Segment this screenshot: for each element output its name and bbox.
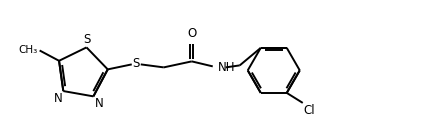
Text: NH: NH [218,61,235,74]
Text: Cl: Cl [304,104,315,117]
Text: N: N [54,92,62,105]
Text: O: O [187,27,196,40]
Text: S: S [83,33,90,46]
Text: CH₃: CH₃ [18,45,38,55]
Text: N: N [94,97,103,110]
Text: S: S [132,57,139,70]
